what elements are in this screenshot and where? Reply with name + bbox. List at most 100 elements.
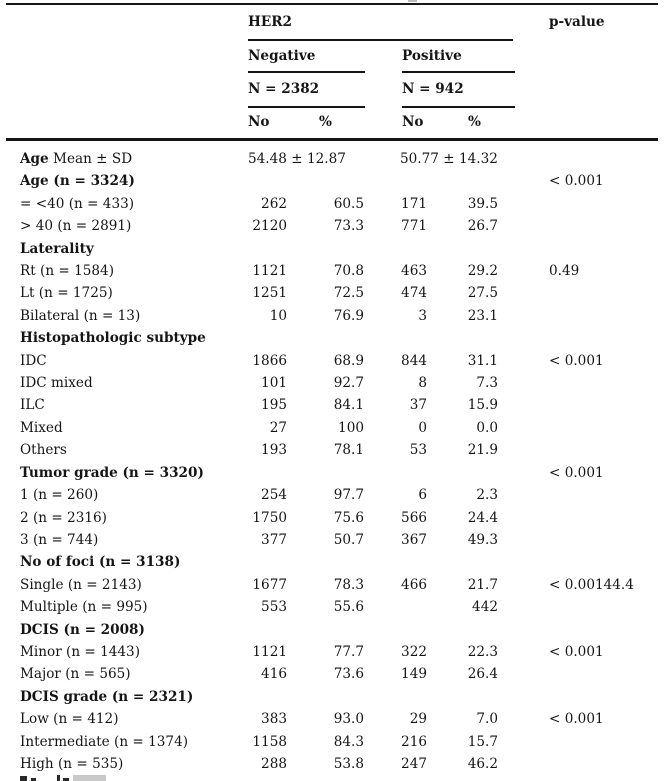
no-negative: 1158 <box>252 733 287 750</box>
pct-positive: 21.7 <box>467 576 498 593</box>
row-label: Age (n = 3324) <box>20 173 135 190</box>
row-label: Mixed <box>20 419 63 436</box>
row-label: DCIS grade (n = 2321) <box>20 688 194 705</box>
cropped-caption-fragment <box>408 0 417 2</box>
table-rule-her2 <box>248 39 513 41</box>
no-positive: 29 <box>409 711 427 728</box>
pct-positive: 0.0 <box>476 419 498 436</box>
no-negative: 2120 <box>252 218 287 235</box>
pct-positive: 442 <box>472 599 498 616</box>
no-positive: 367 <box>401 531 427 548</box>
row-label: ILC <box>20 397 45 414</box>
table-row: Histopathologic subtype <box>0 327 664 349</box>
no-negative: 288 <box>261 755 287 772</box>
p-value: < 0.001 <box>549 643 604 660</box>
table-row: Major (n = 565) 416 73.6 149 26.4 <box>0 663 664 685</box>
row-label: Age Mean ± SD <box>20 151 133 167</box>
clipped-glyph-fragment <box>31 778 36 781</box>
subcolumn-no-positive: No <box>402 114 424 130</box>
table-row: Rt (n = 1584) 1121 70.8 463 29.2 0.49 <box>0 260 664 282</box>
clipped-highlight-fragment <box>73 775 106 781</box>
pct-negative: 97.7 <box>333 487 364 504</box>
row-label: DCIS (n = 2008) <box>20 621 145 638</box>
no-positive: 8 <box>418 375 427 392</box>
row-label: High (n = 535) <box>20 755 124 772</box>
pct-negative: 76.9 <box>333 307 364 324</box>
subcolumn-no-negative: No <box>248 114 270 130</box>
p-value: < 0.00144.4 <box>549 576 634 593</box>
row-label: Bilateral (n = 13) <box>20 307 141 324</box>
table-row: DCIS grade (n = 2321) <box>0 686 664 708</box>
pct-negative: 73.3 <box>333 218 364 235</box>
table-body: Age Mean ± SD 54.48 ± 12.87 50.77 ± 14.32 A… <box>0 148 664 775</box>
pct-negative: 92.7 <box>333 375 364 392</box>
row-label-suffix: Mean ± SD <box>48 151 133 167</box>
pct-negative: 73.6 <box>333 666 364 683</box>
pct-negative: 93.0 <box>333 711 364 728</box>
row-label: No of foci (n = 3138) <box>20 554 181 571</box>
row-label: Minor (n = 1443) <box>20 643 141 660</box>
row-label: Major (n = 565) <box>20 666 131 683</box>
row-label: 1 (n = 260) <box>20 487 99 504</box>
table-row: Minor (n = 1443) 1121 77.7 322 22.3 < 0.001 <box>0 641 664 663</box>
table-rule-header-bottom <box>6 138 658 141</box>
clipped-glyph-fragment <box>57 775 60 781</box>
no-positive: 149 <box>401 666 427 683</box>
table-row: Laterality <box>0 238 664 260</box>
pct-positive: 46.2 <box>467 755 498 772</box>
table-row: DCIS (n = 2008) <box>0 619 664 641</box>
row-label: Tumor grade (n = 3320) <box>20 464 204 481</box>
row-label: IDC mixed <box>20 375 93 392</box>
row-label: Single (n = 2143) <box>20 576 142 593</box>
pct-positive: 24.4 <box>467 509 498 526</box>
table-row: Tumor grade (n = 3320) < 0.001 <box>0 462 664 484</box>
table-row: Multiple (n = 995) 553 55.6 442 <box>0 596 664 618</box>
column-negative: Negative <box>248 48 316 64</box>
table-row: IDC 1866 68.9 844 31.1 < 0.001 <box>0 350 664 372</box>
no-negative: 254 <box>261 487 287 504</box>
table-row: High (n = 535) 288 53.8 247 46.2 <box>0 753 664 775</box>
pct-positive: 2.3 <box>476 487 498 504</box>
n-positive: N = 942 <box>402 81 464 97</box>
pct-negative: 72.5 <box>333 285 364 302</box>
subcolumn-pct-positive: % <box>468 114 481 130</box>
no-positive: 474 <box>401 285 427 302</box>
table-row: Bilateral (n = 13) 10 76.9 3 23.1 <box>0 305 664 327</box>
table-row: Low (n = 412) 383 93.0 29 7.0 < 0.001 <box>0 708 664 730</box>
table-row: = <40 (n = 433) 262 60.5 171 39.5 <box>0 193 664 215</box>
table-row: Others 193 78.1 53 21.9 <box>0 439 664 461</box>
column-p-value: p-value <box>549 14 605 30</box>
no-positive: 3 <box>418 307 427 324</box>
subcolumn-pct-negative: % <box>319 114 332 130</box>
no-negative: 1677 <box>252 576 287 593</box>
row-label: Multiple (n = 995) <box>20 599 148 616</box>
p-value: < 0.001 <box>549 352 604 369</box>
no-negative: 10 <box>269 307 287 324</box>
table-rule-n-positive <box>402 106 515 108</box>
no-negative: 27 <box>269 419 287 436</box>
no-negative: 195 <box>261 397 287 414</box>
no-negative: 1121 <box>252 263 287 280</box>
pct-positive: 27.5 <box>467 285 498 302</box>
pct-positive: 22.3 <box>467 643 498 660</box>
table-row: Lt (n = 1725) 1251 72.5 474 27.5 <box>0 282 664 304</box>
no-positive: 844 <box>401 352 427 369</box>
row-label: > 40 (n = 2891) <box>20 218 132 235</box>
no-positive: 6 <box>418 487 427 504</box>
pct-positive: 7.0 <box>476 711 498 728</box>
pct-positive: 23.1 <box>467 307 498 324</box>
pct-negative: 60.5 <box>333 195 364 212</box>
no-negative: 383 <box>261 711 287 728</box>
pct-positive: 31.1 <box>467 352 498 369</box>
table-row: Age Mean ± SD 54.48 ± 12.87 50.77 ± 14.32 <box>0 148 664 170</box>
pct-negative: 50.7 <box>333 531 364 548</box>
no-positive: 463 <box>401 263 427 280</box>
pct-negative: 53.8 <box>333 755 364 772</box>
table-row: Single (n = 2143) 1677 78.3 466 21.7 < 0.0014… <box>0 574 664 596</box>
column-group-her2: HER2 <box>248 14 292 30</box>
no-negative: 101 <box>261 375 287 392</box>
table-row: No of foci (n = 3138) <box>0 551 664 573</box>
no-negative: 377 <box>261 531 287 548</box>
pct-positive: 26.7 <box>467 218 498 235</box>
table-row: Age (n = 3324) < 0.001 <box>0 170 664 192</box>
